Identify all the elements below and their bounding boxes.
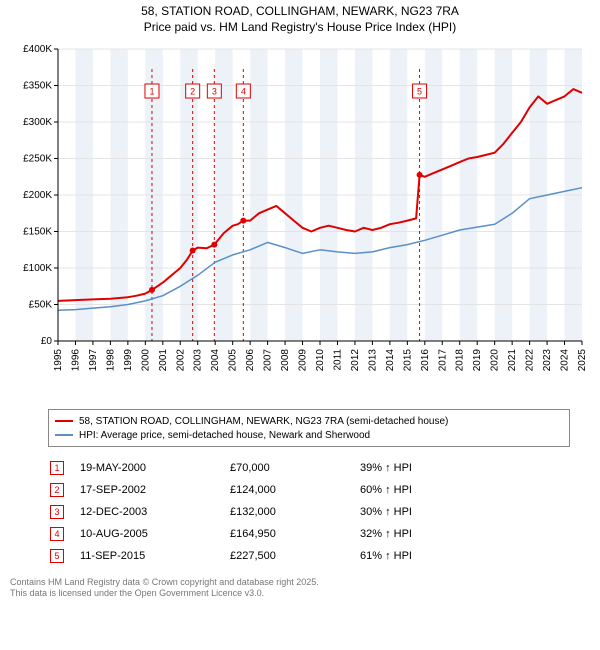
svg-text:2005: 2005	[228, 349, 239, 372]
footer-line-2: This data is licensed under the Open Gov…	[10, 588, 590, 599]
svg-text:2000: 2000	[140, 349, 151, 372]
marker-delta: 30% ↑ HPI	[358, 501, 570, 523]
svg-text:2020: 2020	[490, 349, 501, 372]
marker-number-icon: 5	[50, 549, 64, 563]
svg-text:1995: 1995	[53, 349, 64, 372]
legend: 58, STATION ROAD, COLLINGHAM, NEWARK, NG…	[48, 409, 570, 447]
marker-date: 19-MAY-2000	[78, 457, 228, 479]
svg-text:4: 4	[241, 87, 246, 97]
legend-row-hpi: HPI: Average price, semi-detached house,…	[55, 428, 563, 442]
markers-table: 1 19-MAY-2000£70,00039% ↑ HPI 2 17-SEP-2002…	[48, 457, 570, 567]
marker-price: £70,000	[228, 457, 358, 479]
svg-text:2001: 2001	[158, 349, 169, 372]
svg-text:2: 2	[190, 87, 195, 97]
svg-text:3: 3	[212, 87, 217, 97]
marker-price: £132,000	[228, 501, 358, 523]
svg-text:2014: 2014	[385, 349, 396, 372]
svg-text:2025: 2025	[577, 349, 588, 372]
legend-swatch-price	[55, 420, 73, 422]
svg-text:£300K: £300K	[23, 117, 52, 128]
svg-text:2013: 2013	[367, 349, 378, 372]
marker-price: £164,950	[228, 523, 358, 545]
svg-text:2016: 2016	[420, 349, 431, 372]
svg-text:2019: 2019	[472, 349, 483, 372]
svg-text:2012: 2012	[350, 349, 361, 372]
marker-number-icon: 4	[50, 527, 64, 541]
svg-text:2004: 2004	[210, 349, 221, 372]
legend-label-hpi: HPI: Average price, semi-detached house,…	[79, 430, 370, 441]
svg-text:£0: £0	[41, 336, 53, 347]
marker-number-icon: 1	[50, 461, 64, 475]
svg-text:£250K: £250K	[23, 154, 52, 165]
svg-text:£350K: £350K	[23, 81, 52, 92]
svg-text:5: 5	[417, 87, 422, 97]
svg-text:2015: 2015	[402, 349, 413, 372]
svg-text:2022: 2022	[525, 349, 536, 372]
marker-number-icon: 3	[50, 505, 64, 519]
svg-text:2008: 2008	[280, 349, 291, 372]
svg-text:2017: 2017	[437, 349, 448, 372]
legend-row-price: 58, STATION ROAD, COLLINGHAM, NEWARK, NG…	[55, 414, 563, 428]
svg-text:£100K: £100K	[23, 263, 52, 274]
svg-text:2011: 2011	[332, 349, 343, 371]
svg-text:2009: 2009	[298, 349, 309, 372]
svg-text:2018: 2018	[455, 349, 466, 372]
line-chart: 1 2 3 4 5 £0 £50K £100K £150K £200K £250K £300K £35…	[10, 41, 590, 401]
svg-text:2003: 2003	[193, 349, 204, 372]
svg-text:2010: 2010	[315, 349, 326, 372]
marker-date: 11-SEP-2015	[78, 545, 228, 567]
marker-row: 3 12-DEC-2003£132,00030% ↑ HPI	[48, 501, 570, 523]
legend-swatch-hpi	[55, 434, 73, 436]
marker-delta: 39% ↑ HPI	[358, 457, 570, 479]
svg-text:1999: 1999	[123, 349, 134, 372]
marker-price: £124,000	[228, 479, 358, 501]
svg-text:2002: 2002	[175, 349, 186, 372]
svg-text:1998: 1998	[105, 349, 116, 372]
svg-text:2021: 2021	[507, 349, 518, 372]
marker-delta: 60% ↑ HPI	[358, 479, 570, 501]
footer-line-1: Contains HM Land Registry data © Crown c…	[10, 577, 590, 588]
marker-date: 12-DEC-2003	[78, 501, 228, 523]
title-line-1: 58, STATION ROAD, COLLINGHAM, NEWARK, NG…	[10, 4, 590, 20]
marker-row: 5 11-SEP-2015£227,50061% ↑ HPI	[48, 545, 570, 567]
svg-text:£400K: £400K	[23, 44, 52, 55]
marker-date: 10-AUG-2005	[78, 523, 228, 545]
svg-text:£150K: £150K	[23, 227, 52, 238]
svg-text:£200K: £200K	[23, 190, 52, 201]
svg-text:1: 1	[149, 87, 154, 97]
svg-text:2007: 2007	[263, 349, 274, 372]
marker-date: 17-SEP-2002	[78, 479, 228, 501]
svg-text:2006: 2006	[245, 349, 256, 372]
marker-row: 4 10-AUG-2005£164,95032% ↑ HPI	[48, 523, 570, 545]
svg-text:£50K: £50K	[29, 300, 53, 311]
marker-number-icon: 2	[50, 483, 64, 497]
svg-text:1997: 1997	[88, 349, 99, 372]
svg-text:1996: 1996	[70, 349, 81, 372]
marker-delta: 61% ↑ HPI	[358, 545, 570, 567]
marker-price: £227,500	[228, 545, 358, 567]
svg-text:2023: 2023	[542, 349, 553, 372]
marker-row: 1 19-MAY-2000£70,00039% ↑ HPI	[48, 457, 570, 479]
marker-delta: 32% ↑ HPI	[358, 523, 570, 545]
svg-text:2024: 2024	[560, 349, 571, 372]
chart-titles: 58, STATION ROAD, COLLINGHAM, NEWARK, NG…	[0, 0, 600, 37]
chart-container: 1 2 3 4 5 £0 £50K £100K £150K £200K £250K £300K £35…	[10, 41, 590, 401]
legend-label-price: 58, STATION ROAD, COLLINGHAM, NEWARK, NG…	[79, 416, 448, 427]
title-line-2: Price paid vs. HM Land Registry's House …	[10, 20, 590, 36]
marker-row: 2 17-SEP-2002£124,00060% ↑ HPI	[48, 479, 570, 501]
footer-attribution: Contains HM Land Registry data © Crown c…	[10, 577, 590, 600]
